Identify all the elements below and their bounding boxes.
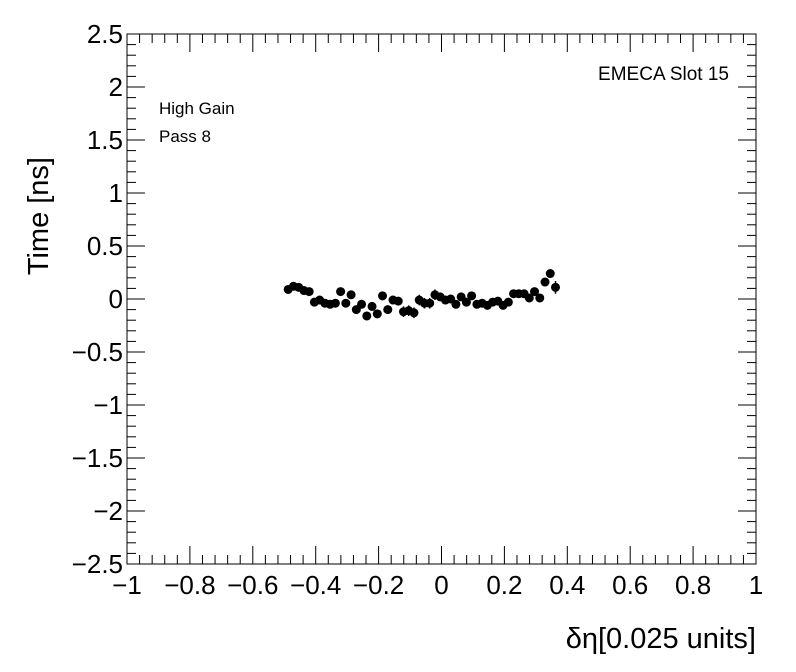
- x-tick-label: −0.8: [164, 570, 215, 600]
- x-tick-label: −0.6: [227, 570, 278, 600]
- pass-annotation: Pass 8: [159, 127, 211, 146]
- gain-annotation: High Gain: [159, 99, 235, 118]
- data-point: [336, 287, 346, 297]
- data-point: [467, 291, 477, 301]
- data-point: [409, 308, 419, 318]
- data-point: [357, 299, 367, 309]
- y-tick-label: 1.5: [87, 125, 123, 155]
- x-tick-label: 1: [749, 570, 763, 600]
- x-tick-label: −0.4: [290, 570, 341, 600]
- data-points: [283, 269, 561, 321]
- data-point: [372, 309, 382, 319]
- y-tick-label: 2: [109, 72, 123, 102]
- x-tick-label: 0.2: [486, 570, 522, 600]
- y-tick-label: −2.5: [72, 549, 123, 579]
- y-tick-labels: −2.5 −2 −1.5 −1 −0.5 0 0.5 1 1.5 2 2.5: [72, 19, 123, 579]
- y-tick-label: 0.5: [87, 231, 123, 261]
- data-point: [378, 291, 388, 301]
- y-axis-title: Time [ns]: [23, 157, 55, 275]
- data-point: [540, 277, 550, 287]
- y-tick-label: −0.5: [72, 337, 123, 367]
- data-point: [524, 293, 534, 303]
- data-point: [551, 282, 561, 292]
- data-point: [304, 287, 314, 297]
- data-point: [530, 287, 540, 297]
- y-tick-label: −2: [93, 496, 123, 526]
- data-point: [330, 298, 340, 308]
- data-point: [362, 311, 372, 321]
- x-tick-label: −0.2: [353, 570, 404, 600]
- data-point: [367, 301, 377, 311]
- data-point: [545, 269, 555, 279]
- x-tick-labels: −1 −0.8 −0.6 −0.4 −0.2 0 0.2 0.4 0.6 0.8 1: [112, 570, 763, 600]
- x-axis-title: δη[0.025 units]: [566, 623, 756, 655]
- data-point: [451, 299, 461, 309]
- data-point: [425, 298, 435, 308]
- data-point: [503, 297, 513, 307]
- x-tick-label: −1: [112, 570, 142, 600]
- y-tick-label: 1: [109, 178, 123, 208]
- y-tick-label: −1: [93, 390, 123, 420]
- y-tick-label: 2.5: [87, 19, 123, 49]
- y-tick-label: −1.5: [72, 443, 123, 473]
- x-tick-label: 0: [434, 570, 448, 600]
- data-point: [346, 290, 356, 300]
- data-point: [393, 296, 403, 306]
- y-tick-label: 0: [109, 284, 123, 314]
- x-tick-label: 0.4: [549, 570, 585, 600]
- axis-ticks: [126, 33, 757, 565]
- slot-label: EMECA Slot 15: [598, 64, 729, 85]
- data-point: [383, 305, 393, 315]
- data-point: [341, 298, 351, 308]
- x-tick-label: 0.6: [612, 570, 648, 600]
- data-point: [535, 293, 545, 303]
- x-tick-label: 0.8: [675, 570, 711, 600]
- data-point: [461, 297, 471, 307]
